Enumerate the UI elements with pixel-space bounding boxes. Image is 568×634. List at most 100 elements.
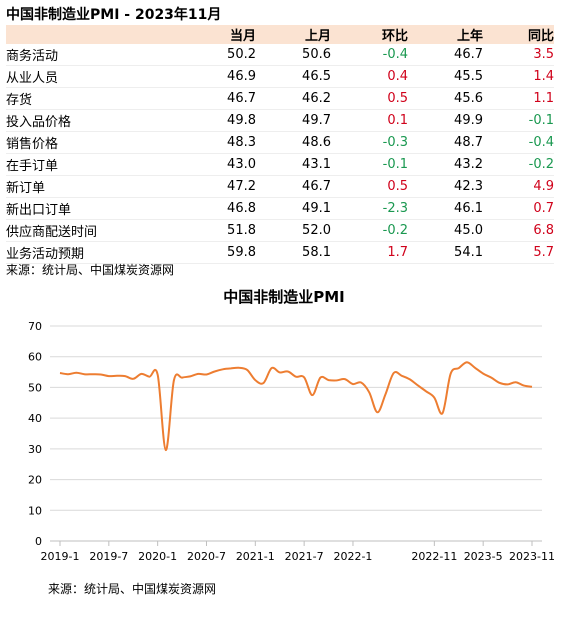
x-tick-label: 2019-7 <box>89 550 128 563</box>
row-name: 新订单 <box>6 175 176 198</box>
cell-prev: 46.7 <box>256 175 331 198</box>
header-current: 当月 <box>176 25 256 44</box>
cell-mom: 0.1 <box>331 109 408 132</box>
cell-cur: 43.0 <box>176 153 256 176</box>
x-tick-label: 2023-5 <box>464 550 503 563</box>
row-name: 销售价格 <box>6 131 176 154</box>
cell-yoy: 1.1 <box>483 87 554 110</box>
x-tick-label: 2021-1 <box>236 550 275 563</box>
row-name: 投入品价格 <box>6 109 176 132</box>
cell-prev: 58.1 <box>256 241 331 264</box>
row-name: 商务活动 <box>6 44 176 66</box>
cell-cur: 46.7 <box>176 87 256 110</box>
cell-mom: 0.5 <box>331 87 408 110</box>
y-tick-label: 60 <box>28 351 42 364</box>
header-previous: 上月 <box>256 25 331 44</box>
cell-prev: 48.6 <box>256 131 331 154</box>
cell-prev: 50.6 <box>256 44 331 66</box>
cell-last-year: 46.1 <box>408 197 483 220</box>
row-name: 新出口订单 <box>6 197 176 220</box>
table-row: 商务活动 50.2 50.6 -0.4 46.7 3.5 <box>6 44 554 66</box>
cell-last-year: 42.3 <box>408 175 483 198</box>
row-name: 存货 <box>6 87 176 110</box>
cell-yoy: 0.7 <box>483 197 554 220</box>
y-tick-label: 0 <box>35 535 42 548</box>
x-tick-label: 2020-7 <box>187 550 226 563</box>
chart-title: 中国非制造业PMI <box>223 288 345 306</box>
table-source: 来源：统计局、中国煤炭资源网 <box>6 263 175 277</box>
header-yoy: 同比 <box>483 25 554 44</box>
x-tick-label: 2023-11 <box>509 550 555 563</box>
table-row: 投入品价格 49.8 49.7 0.1 49.9 -0.1 <box>6 109 554 132</box>
cell-cur: 59.8 <box>176 241 256 264</box>
header-name <box>6 25 176 44</box>
cell-last-year: 45.5 <box>408 65 483 88</box>
cell-last-year: 45.0 <box>408 219 483 242</box>
cell-yoy: 4.9 <box>483 175 554 198</box>
cell-prev: 49.1 <box>256 197 331 220</box>
cell-mom: 0.5 <box>331 175 408 198</box>
y-tick-label: 10 <box>28 504 42 517</box>
cell-mom: 1.7 <box>331 241 408 264</box>
row-name: 业务活动预期 <box>6 241 176 264</box>
cell-yoy: -0.1 <box>483 109 554 132</box>
cell-prev: 46.2 <box>256 87 331 110</box>
cell-last-year: 43.2 <box>408 153 483 176</box>
cell-yoy: 6.8 <box>483 219 554 242</box>
cell-yoy: -0.4 <box>483 131 554 154</box>
cell-cur: 46.9 <box>176 65 256 88</box>
cell-last-year: 49.9 <box>408 109 483 132</box>
cell-mom: -0.2 <box>331 219 408 242</box>
pmi-table: 当月 上月 环比 上年 同比 商务活动 50.2 50.6 -0.4 46.7 3.5 从业… <box>6 25 554 264</box>
table-row: 存货 46.7 46.2 0.5 45.6 1.1 <box>6 87 554 110</box>
row-name: 在手订单 <box>6 153 176 176</box>
table-row: 销售价格 48.3 48.6 -0.3 48.7 -0.4 <box>6 131 554 154</box>
cell-yoy: 3.5 <box>483 44 554 66</box>
x-tick-label: 2022-11 <box>411 550 457 563</box>
cell-mom: 0.4 <box>331 65 408 88</box>
row-name: 从业人员 <box>6 65 176 88</box>
pmi-series-line <box>59 361 533 452</box>
table-title: 中国非制造业PMI - 2023年11月 <box>6 7 222 23</box>
cell-cur: 46.8 <box>176 197 256 220</box>
y-tick-label: 70 <box>28 320 42 333</box>
cell-prev: 49.7 <box>256 109 331 132</box>
cell-mom: -2.3 <box>331 197 408 220</box>
cell-mom: -0.3 <box>331 131 408 154</box>
cell-last-year: 45.6 <box>408 87 483 110</box>
cell-prev: 52.0 <box>256 219 331 242</box>
x-tick-label: 2022-1 <box>333 550 372 563</box>
table-row: 业务活动预期 59.8 58.1 1.7 54.1 5.7 <box>6 241 554 264</box>
table-row: 新出口订单 46.8 49.1 -2.3 46.1 0.7 <box>6 197 554 220</box>
cell-last-year: 54.1 <box>408 241 483 264</box>
cell-yoy: 5.7 <box>483 241 554 264</box>
cell-cur: 50.2 <box>176 44 256 66</box>
header-last-year: 上年 <box>408 25 483 44</box>
cell-yoy: -0.2 <box>483 153 554 176</box>
table-header-row: 当月 上月 环比 上年 同比 <box>6 25 554 44</box>
cell-cur: 49.8 <box>176 109 256 132</box>
cell-cur: 51.8 <box>176 219 256 242</box>
chart-source: 来源：统计局、中国煤炭资源网 <box>48 582 217 596</box>
table-row: 新订单 47.2 46.7 0.5 42.3 4.9 <box>6 175 554 198</box>
header-mom: 环比 <box>331 25 408 44</box>
y-tick-label: 20 <box>28 474 42 487</box>
y-tick-label: 50 <box>28 381 42 394</box>
x-tick-label: 2021-7 <box>285 550 324 563</box>
cell-last-year: 48.7 <box>408 131 483 154</box>
cell-prev: 46.5 <box>256 65 331 88</box>
y-tick-label: 30 <box>28 443 42 456</box>
cell-cur: 48.3 <box>176 131 256 154</box>
cell-yoy: 1.4 <box>483 65 554 88</box>
cell-mom: -0.4 <box>331 44 408 66</box>
table-row: 从业人员 46.9 46.5 0.4 45.5 1.4 <box>6 65 554 88</box>
cell-prev: 43.1 <box>256 153 331 176</box>
x-tick-label: 2020-1 <box>138 550 177 563</box>
table-row: 在手订单 43.0 43.1 -0.1 43.2 -0.2 <box>6 153 554 176</box>
x-tick-label: 2019-1 <box>41 550 80 563</box>
row-name: 供应商配送时间 <box>6 219 176 242</box>
table-row: 供应商配送时间 51.8 52.0 -0.2 45.0 6.8 <box>6 219 554 242</box>
y-tick-label: 40 <box>28 412 42 425</box>
cell-mom: -0.1 <box>331 153 408 176</box>
